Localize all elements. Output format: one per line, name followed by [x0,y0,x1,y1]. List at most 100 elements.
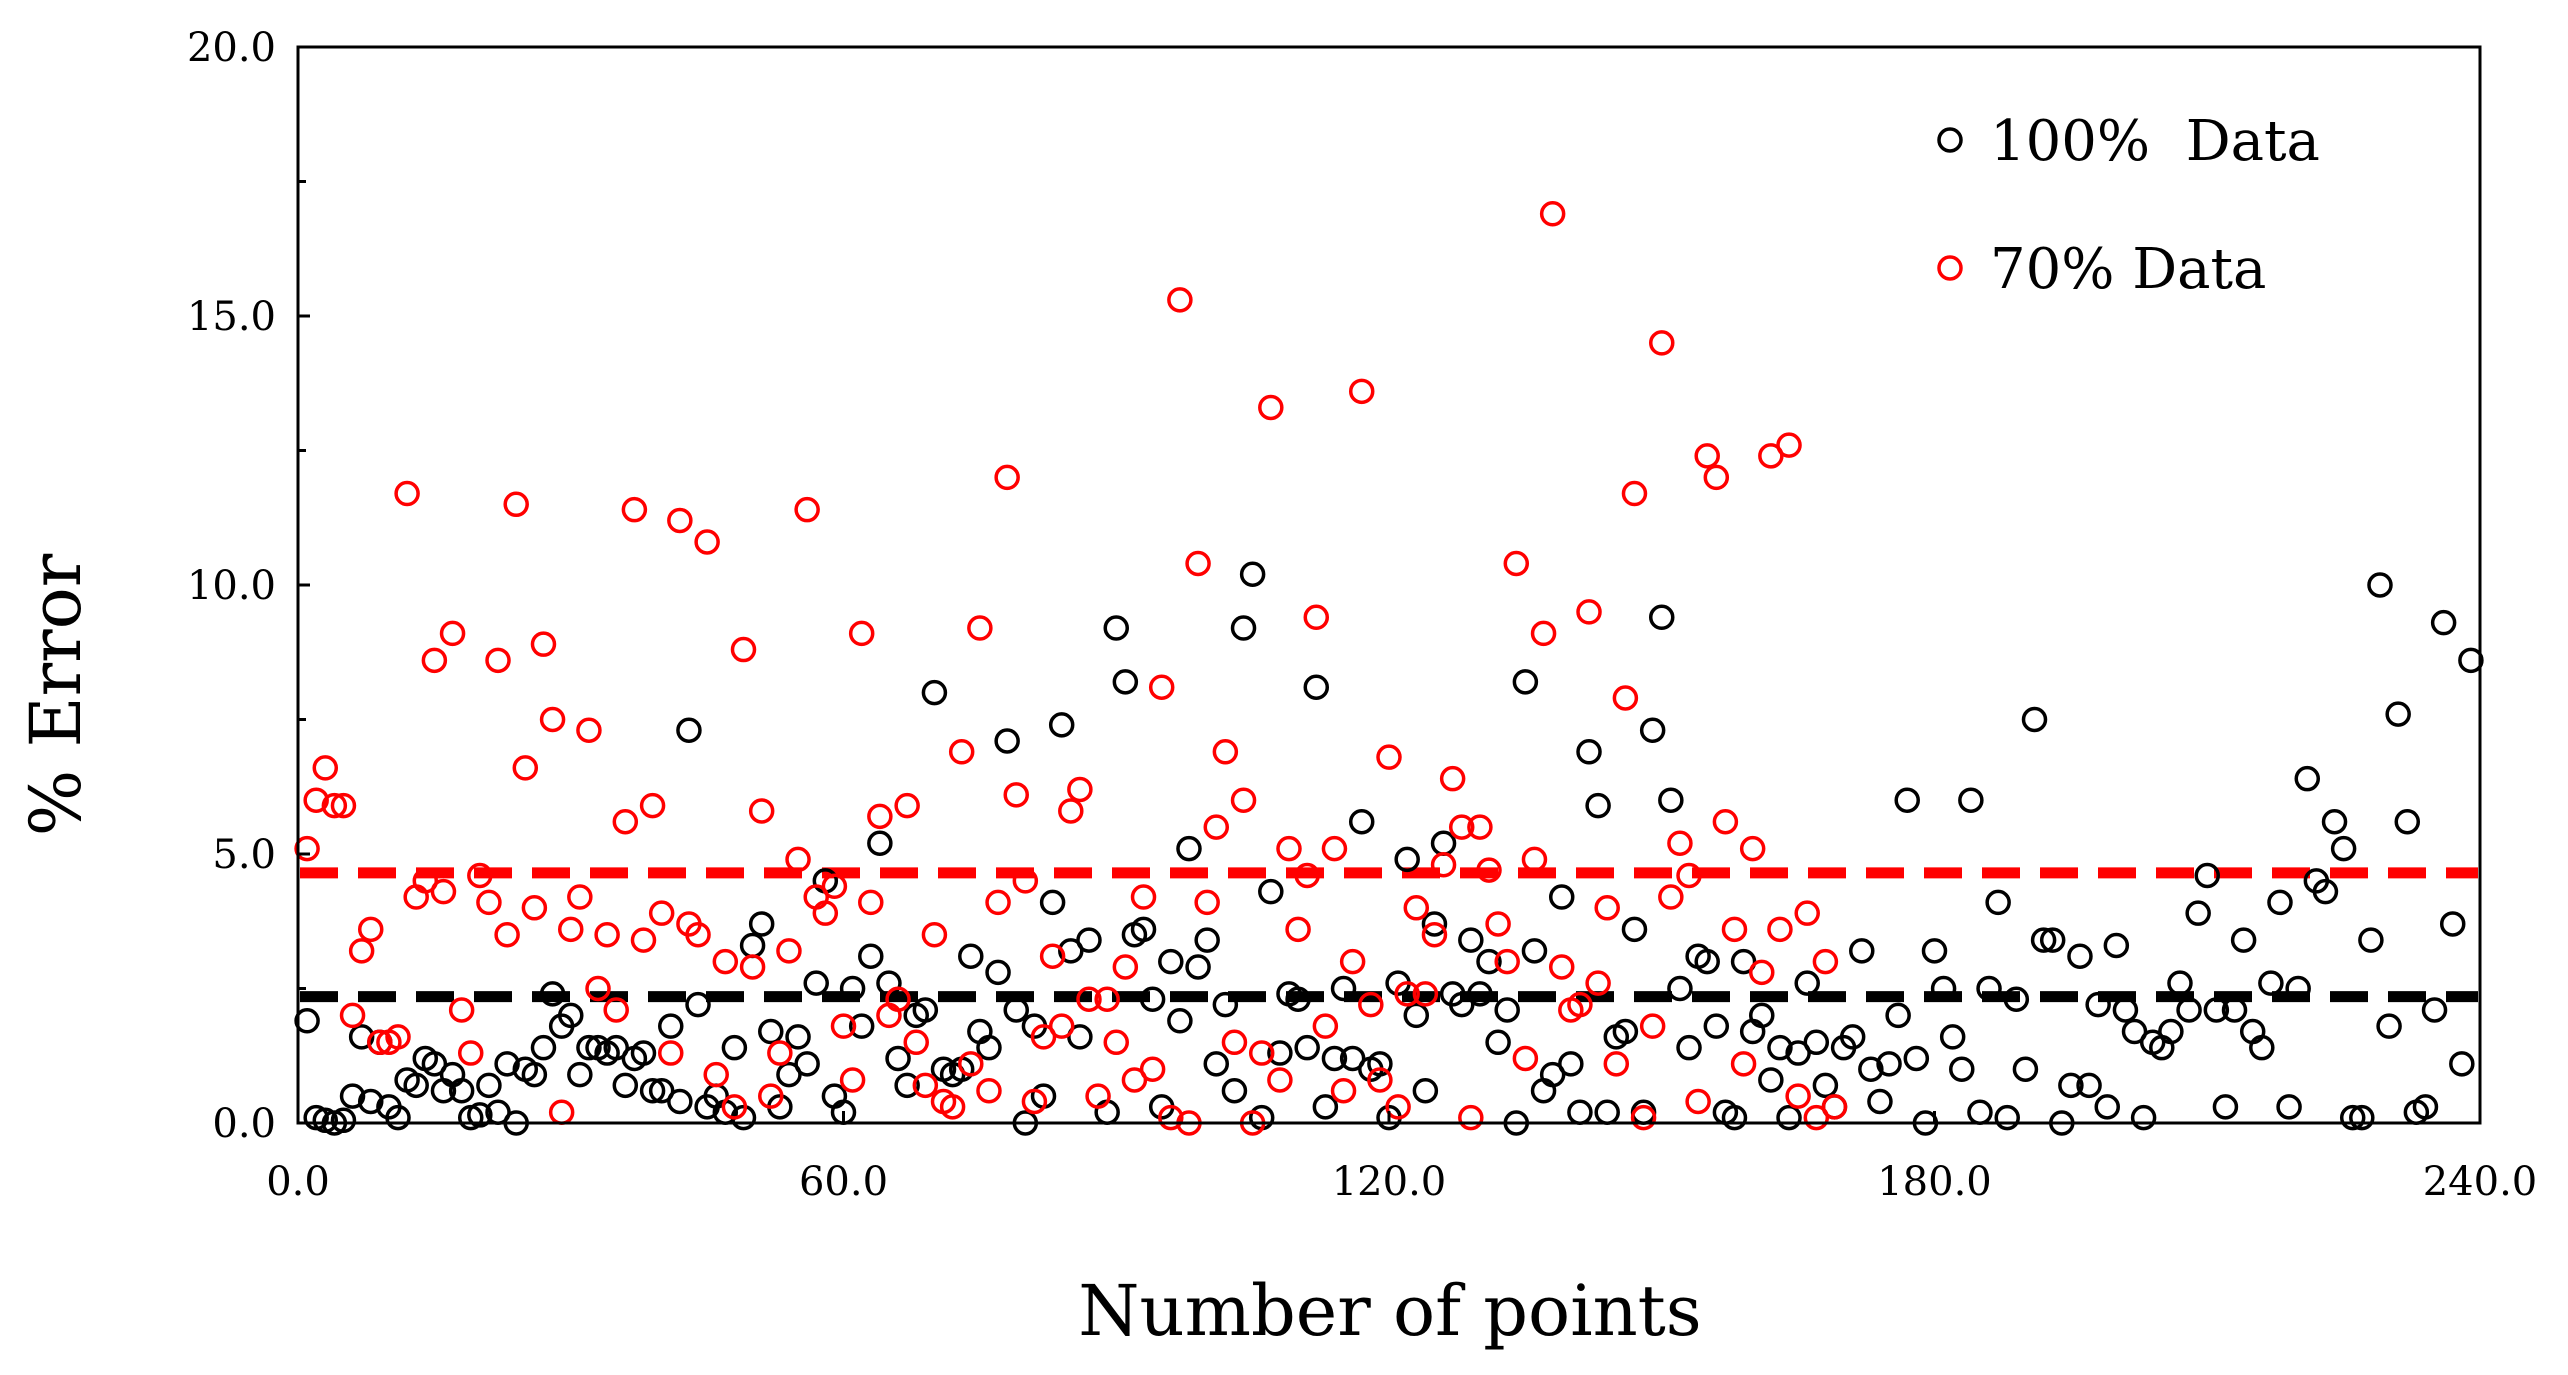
data-point [821,873,848,900]
data-point [2103,932,2130,959]
data-point [1421,911,1448,937]
data-point [2285,975,2311,1002]
data-point [2276,1094,2302,1120]
data-point [1803,1029,1830,1056]
data-point [2258,970,2284,996]
data-point [785,846,811,873]
data-point [1885,1002,1911,1029]
data-point [1248,1040,1275,1066]
data-point [1794,900,1820,926]
data-point [785,1024,811,1050]
data-point [321,792,348,819]
data-point [1467,981,1493,1007]
data-point [485,647,511,674]
data-point [1921,938,1948,964]
data-point [348,938,375,964]
data-point [858,889,884,916]
data-point [1876,1051,1902,1077]
data-point [976,1034,1002,1061]
data-point [1130,916,1157,943]
data-point [794,1051,820,1077]
data-point [1521,846,1548,873]
data-point [1676,1034,1702,1061]
data-point [1185,550,1211,577]
data-point [839,1067,866,1093]
data-point [1749,959,1775,986]
data-point [1194,927,1220,953]
data-point [2112,997,2139,1023]
data-point [1148,674,1175,700]
data-point [1939,1024,1966,1050]
data-point [2039,927,2066,953]
data-point [2158,1018,2184,1045]
data-point [594,921,620,948]
data-point [1339,1045,1366,1072]
y-axis-title: % Error [15,553,97,836]
data-point [1085,1083,1111,1109]
data-point [1667,830,1693,856]
data-point [1539,201,1566,227]
data-point [1321,835,1348,862]
data-point [1012,868,1039,894]
data-point [1039,889,1066,916]
data-point [1458,927,1484,953]
data-point [994,464,1020,491]
data-point [730,636,757,663]
legend: 100% Data 70% Data [1937,109,2320,302]
data-point [339,1002,366,1029]
data-point [1048,712,1075,738]
data-point [912,997,939,1023]
legend-label-100-data: 100% Data [1990,109,2320,174]
legend-item-70-data: 70% Data [1937,237,2266,302]
data-point [739,954,766,980]
data-point [2339,1104,2366,1131]
data-point [1103,615,1129,641]
y-tick-label: 20.0 [187,25,276,71]
data-point [385,1024,411,1050]
data-point [639,792,666,819]
data-point [812,900,839,926]
data-point [1048,1013,1075,1039]
data-point [1021,1088,1048,1115]
data-point [1058,938,1084,964]
data-point [1767,1034,1793,1061]
data-point [1385,1094,1411,1120]
data-point [2021,706,2048,733]
data-point [2094,1094,2120,1120]
data-point [612,1072,639,1099]
data-point [794,496,820,523]
data-point [1621,916,1648,943]
data-point [357,916,384,943]
data-point [1476,857,1502,883]
data-point [1676,862,1702,889]
data-point [1903,1045,1930,1072]
data-point [448,997,475,1023]
data-point [1958,787,1984,813]
data-point [2221,997,2248,1023]
data-point [576,717,602,744]
data-point [1094,986,1120,1013]
data-point [1685,1088,1711,1115]
data-point [748,798,775,824]
data-point [1367,1067,1393,1093]
data-point [703,1061,729,1088]
data-point [1839,1024,1866,1050]
data-point [367,1029,393,1056]
data-point [312,755,339,781]
data-point [885,1045,911,1072]
data-point [1267,1067,1293,1093]
data-point [1294,862,1320,889]
data-point [948,739,975,765]
data-point [294,1008,320,1034]
data-point [412,868,439,894]
data-point [667,1088,693,1115]
data-point [1812,1072,1839,1099]
data-point [1776,1104,1802,1131]
data-point [2367,572,2393,598]
data-point [2330,835,2357,862]
data-point [603,997,629,1023]
y-tick-label: 5.0 [212,832,276,878]
data-point [2439,911,2466,937]
data-point [1303,604,1330,631]
data-point [303,787,329,813]
